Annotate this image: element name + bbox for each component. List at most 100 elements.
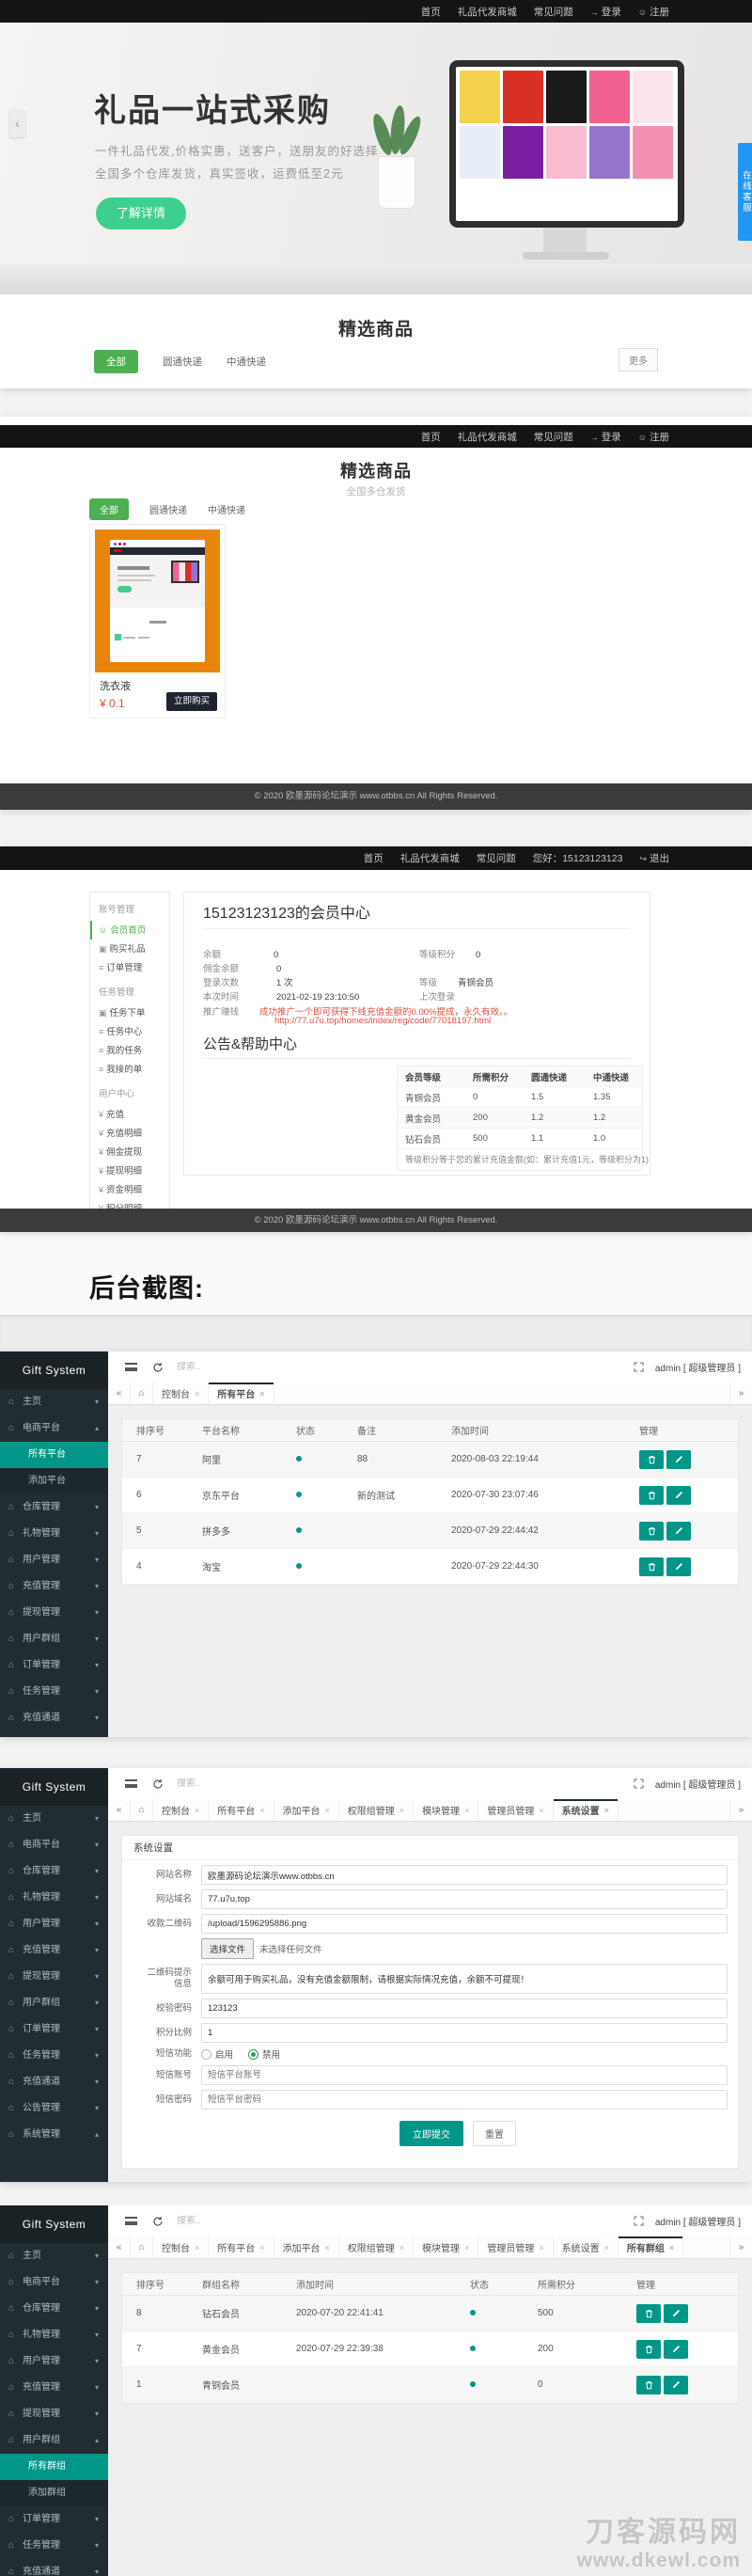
refresh-icon[interactable] bbox=[152, 2216, 164, 2227]
admin-sidebar-item[interactable]: ⌂ 用户管理 ▾ bbox=[0, 1547, 108, 1573]
verify-password-input[interactable] bbox=[201, 1999, 728, 2018]
close-icon[interactable]: × bbox=[668, 2242, 675, 2252]
search-input[interactable] bbox=[177, 2216, 299, 2226]
admin-sidebar-item[interactable]: ⌂ 充值通道 ▾ bbox=[0, 1705, 108, 1731]
admin-sidebar-item[interactable]: ⌂ 主页 ▾ bbox=[0, 1389, 108, 1415]
close-icon[interactable]: × bbox=[195, 1805, 200, 1815]
member-sidebar-item[interactable]: 资金明细 bbox=[90, 1180, 169, 1199]
close-icon[interactable]: × bbox=[464, 1805, 470, 1815]
domain-input[interactable] bbox=[201, 1889, 728, 1909]
home-tab-icon[interactable]: ⌂ bbox=[131, 1383, 153, 1404]
member-sidebar-item[interactable]: 我的任务 bbox=[90, 1041, 169, 1060]
admin-sidebar-item[interactable]: ⌂所有群组 bbox=[0, 2454, 108, 2480]
menu-toggle-icon[interactable] bbox=[125, 1363, 137, 1371]
close-icon[interactable]: × bbox=[259, 1388, 265, 1399]
close-icon[interactable]: × bbox=[324, 2242, 330, 2252]
delete-button[interactable] bbox=[636, 2339, 661, 2359]
featured-tab[interactable]: 圆通快递 bbox=[149, 506, 187, 516]
points-ratio-input[interactable] bbox=[201, 2023, 728, 2043]
nav-link[interactable]: 礼品代发商城 bbox=[457, 431, 517, 443]
tabs-scroll-left[interactable]: « bbox=[108, 1799, 131, 1821]
product-card[interactable]: 洗衣液 ¥ 0.1 立即购买 bbox=[89, 524, 226, 719]
edit-button[interactable] bbox=[666, 1449, 691, 1469]
nav-link[interactable]: 首页 bbox=[363, 853, 384, 864]
nav-link[interactable]: 常见问题 bbox=[476, 853, 516, 864]
admin-sidebar-item[interactable]: ⌂ 用户管理 ▾ bbox=[0, 1911, 108, 1937]
member-sidebar-item[interactable]: 任务下单 bbox=[90, 1004, 169, 1022]
fullscreen-icon[interactable] bbox=[634, 1362, 644, 1372]
admin-tab[interactable]: 添加平台 × bbox=[274, 2236, 339, 2258]
admin-tab[interactable]: 模块管理 × bbox=[414, 1799, 479, 1821]
delete-button[interactable] bbox=[639, 1521, 664, 1541]
edit-button[interactable] bbox=[666, 1557, 691, 1576]
member-sidebar-item[interactable]: 任务中心 bbox=[90, 1022, 169, 1041]
featured-tab[interactable]: 圆通快递 bbox=[163, 356, 202, 368]
featured-tab[interactable]: 全部 bbox=[89, 498, 129, 520]
admin-sidebar-item[interactable]: ⌂ 充值管理 ▾ bbox=[0, 1937, 108, 1964]
more-button[interactable]: 更多 bbox=[619, 348, 658, 371]
tabs-scroll-left[interactable]: « bbox=[108, 1383, 131, 1404]
choose-file-button[interactable]: 选择文件 bbox=[201, 1938, 255, 1959]
admin-sidebar-item[interactable]: ⌂ 充值通道 ▾ bbox=[0, 2069, 108, 2095]
delete-button[interactable] bbox=[636, 2375, 661, 2394]
admin-sidebar-item[interactable]: ⌂ 电商平台 ▾ bbox=[0, 1832, 108, 1858]
admin-sidebar-item[interactable]: ⌂ 充值管理 ▾ bbox=[0, 1573, 108, 1600]
close-icon[interactable]: × bbox=[259, 1805, 265, 1815]
admin-user-label[interactable]: admin [ 超级管理员 ] bbox=[654, 1780, 741, 1791]
member-sidebar-item[interactable]: 会员首页 bbox=[90, 921, 169, 940]
admin-tab[interactable]: 控制台 × bbox=[153, 2236, 210, 2258]
close-icon[interactable]: × bbox=[259, 2242, 265, 2252]
admin-user-label[interactable]: admin [ 超级管理员 ] bbox=[654, 1364, 741, 1374]
nav-link[interactable]: 礼品代发商城 bbox=[400, 853, 460, 864]
tabs-scroll-right[interactable]: » bbox=[729, 1383, 752, 1404]
admin-sidebar-item[interactable]: ⌂添加群组 bbox=[0, 2480, 108, 2506]
close-icon[interactable]: × bbox=[399, 2242, 405, 2252]
admin-sidebar-item[interactable]: ⌂ 电商平台 ▴ bbox=[0, 1415, 108, 1442]
featured-tab[interactable]: 全部 bbox=[94, 350, 138, 373]
reset-button[interactable]: 重置 bbox=[473, 2121, 516, 2146]
close-icon[interactable]: × bbox=[539, 2242, 544, 2252]
admin-sidebar-item[interactable]: ⌂所有平台 bbox=[0, 1442, 108, 1468]
admin-sidebar-item[interactable]: ⌂ 主页 ▾ bbox=[0, 2243, 108, 2269]
menu-toggle-icon[interactable] bbox=[125, 1779, 137, 1788]
admin-user-label[interactable]: admin [ 超级管理员 ] bbox=[654, 2218, 741, 2228]
admin-sidebar-item[interactable]: ⌂ 公告管理 ▾ bbox=[0, 2095, 108, 2122]
search-input[interactable] bbox=[177, 1778, 299, 1789]
edit-button[interactable] bbox=[664, 2303, 688, 2323]
close-icon[interactable]: × bbox=[324, 1805, 330, 1815]
nav-link[interactable]: 常见问题 bbox=[533, 431, 573, 443]
admin-tab[interactable]: 系统设置 × bbox=[553, 2236, 619, 2258]
admin-sidebar-item[interactable]: ⌂ 用户群组 ▾ bbox=[0, 1626, 108, 1652]
admin-tab[interactable]: 控制台 × bbox=[153, 1799, 210, 1821]
admin-sidebar-item[interactable]: ⌂ 提现管理 ▾ bbox=[0, 2401, 108, 2427]
home-tab-icon[interactable]: ⌂ bbox=[131, 2236, 153, 2258]
admin-tab[interactable]: 所有平台 × bbox=[209, 1799, 274, 1821]
sms-password-input[interactable] bbox=[201, 2090, 728, 2110]
admin-sidebar-item[interactable]: ⌂ 充值通道 ▾ bbox=[0, 2559, 108, 2576]
login-link[interactable]: → 登录 bbox=[590, 430, 621, 444]
member-sidebar-item[interactable]: 购买礼品 bbox=[90, 940, 169, 958]
admin-sidebar-item[interactable]: ⌂ 电商平台 ▾ bbox=[0, 2269, 108, 2296]
admin-tab[interactable]: 添加平台 × bbox=[274, 1799, 339, 1821]
login-link[interactable]: → 登录 bbox=[590, 5, 621, 19]
admin-sidebar-item[interactable]: ⌂ 订单管理 ▾ bbox=[0, 1652, 108, 1679]
register-link[interactable]: ☺ 注册 bbox=[638, 5, 669, 19]
admin-sidebar-item[interactable]: ⌂ 仓库管理 ▾ bbox=[0, 2296, 108, 2322]
nav-link[interactable]: 首页 bbox=[420, 6, 441, 18]
sms-disable-radio[interactable] bbox=[248, 2048, 259, 2060]
admin-sidebar-item[interactable]: ⌂ 提现管理 ▾ bbox=[0, 1964, 108, 1990]
submit-button[interactable]: 立即提交 bbox=[400, 2121, 463, 2146]
member-sidebar-item[interactable]: 我接的单 bbox=[90, 1060, 169, 1079]
buy-now-button[interactable]: 立即购买 bbox=[166, 692, 217, 711]
admin-tab[interactable]: 所有群组 × bbox=[618, 2236, 684, 2258]
qr-path-input[interactable] bbox=[201, 1914, 728, 1934]
admin-tab[interactable]: 模块管理 × bbox=[414, 2236, 479, 2258]
online-service-tab[interactable]: 在线客服 bbox=[738, 143, 752, 241]
admin-sidebar-item[interactable]: ⌂ 系统管理 ▴ bbox=[0, 2122, 108, 2148]
register-link[interactable]: ☺ 注册 bbox=[638, 430, 669, 444]
close-icon[interactable]: × bbox=[464, 2242, 470, 2252]
promo-url-link[interactable]: http://77.u7u.top/homes/index/reg/code/7… bbox=[274, 1016, 492, 1026]
edit-button[interactable] bbox=[664, 2375, 688, 2394]
featured-tab[interactable]: 中通快递 bbox=[227, 356, 266, 368]
site-name-input[interactable] bbox=[201, 1865, 728, 1885]
